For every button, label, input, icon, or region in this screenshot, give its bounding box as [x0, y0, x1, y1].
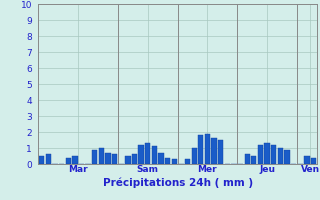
X-axis label: Précipitations 24h ( mm ): Précipitations 24h ( mm ): [102, 177, 253, 188]
Bar: [304, 156, 309, 164]
Bar: [66, 158, 71, 164]
Bar: [278, 148, 283, 164]
Bar: [258, 145, 263, 164]
Bar: [271, 145, 276, 164]
Bar: [218, 140, 223, 164]
Bar: [172, 159, 177, 164]
Bar: [244, 154, 250, 164]
Bar: [125, 156, 131, 164]
Bar: [145, 143, 150, 164]
Bar: [311, 158, 316, 164]
Bar: [132, 154, 137, 164]
Bar: [92, 150, 97, 164]
Bar: [158, 153, 164, 164]
Bar: [99, 148, 104, 164]
Bar: [185, 159, 190, 164]
Bar: [165, 158, 170, 164]
Bar: [39, 156, 44, 164]
Bar: [112, 154, 117, 164]
Bar: [105, 153, 111, 164]
Bar: [72, 156, 77, 164]
Bar: [192, 148, 197, 164]
Bar: [139, 145, 144, 164]
Bar: [205, 134, 210, 164]
Bar: [212, 138, 217, 164]
Bar: [46, 154, 51, 164]
Bar: [251, 156, 257, 164]
Bar: [152, 146, 157, 164]
Bar: [264, 143, 270, 164]
Bar: [284, 150, 290, 164]
Bar: [198, 135, 204, 164]
